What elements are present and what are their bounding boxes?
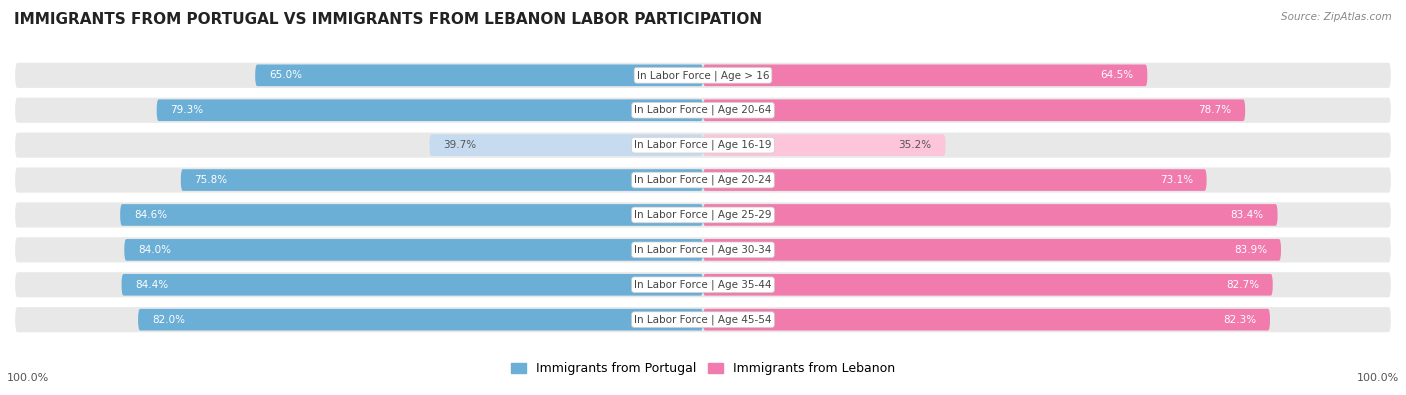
FancyBboxPatch shape [124, 239, 703, 261]
FancyBboxPatch shape [14, 97, 1392, 124]
Text: 83.4%: 83.4% [1230, 210, 1264, 220]
FancyBboxPatch shape [429, 134, 703, 156]
Text: In Labor Force | Age 25-29: In Labor Force | Age 25-29 [634, 210, 772, 220]
Text: In Labor Force | Age 16-19: In Labor Force | Age 16-19 [634, 140, 772, 150]
FancyBboxPatch shape [121, 274, 703, 295]
Text: 65.0%: 65.0% [269, 70, 302, 80]
FancyBboxPatch shape [14, 166, 1392, 194]
FancyBboxPatch shape [120, 204, 703, 226]
Legend: Immigrants from Portugal, Immigrants from Lebanon: Immigrants from Portugal, Immigrants fro… [506, 357, 900, 380]
Text: 84.0%: 84.0% [138, 245, 172, 255]
Text: 39.7%: 39.7% [443, 140, 477, 150]
FancyBboxPatch shape [254, 64, 703, 86]
Text: IMMIGRANTS FROM PORTUGAL VS IMMIGRANTS FROM LEBANON LABOR PARTICIPATION: IMMIGRANTS FROM PORTUGAL VS IMMIGRANTS F… [14, 12, 762, 27]
Text: 82.0%: 82.0% [152, 315, 184, 325]
Text: 84.4%: 84.4% [135, 280, 169, 290]
FancyBboxPatch shape [703, 134, 945, 156]
FancyBboxPatch shape [703, 204, 1278, 226]
Text: 82.7%: 82.7% [1226, 280, 1258, 290]
FancyBboxPatch shape [138, 309, 703, 331]
Text: 100.0%: 100.0% [7, 373, 49, 383]
FancyBboxPatch shape [703, 100, 1246, 121]
FancyBboxPatch shape [703, 64, 1147, 86]
Text: In Labor Force | Age 20-64: In Labor Force | Age 20-64 [634, 105, 772, 115]
FancyBboxPatch shape [14, 201, 1392, 229]
FancyBboxPatch shape [14, 236, 1392, 263]
FancyBboxPatch shape [156, 100, 703, 121]
Text: In Labor Force | Age 45-54: In Labor Force | Age 45-54 [634, 314, 772, 325]
FancyBboxPatch shape [703, 309, 1270, 331]
Text: 83.9%: 83.9% [1234, 245, 1267, 255]
FancyBboxPatch shape [703, 169, 1206, 191]
Text: In Labor Force | Age 35-44: In Labor Force | Age 35-44 [634, 280, 772, 290]
Text: 64.5%: 64.5% [1101, 70, 1133, 80]
Text: 35.2%: 35.2% [898, 140, 932, 150]
Text: 73.1%: 73.1% [1160, 175, 1192, 185]
Text: Source: ZipAtlas.com: Source: ZipAtlas.com [1281, 12, 1392, 22]
Text: In Labor Force | Age 20-24: In Labor Force | Age 20-24 [634, 175, 772, 185]
Text: 79.3%: 79.3% [170, 105, 204, 115]
Text: 84.6%: 84.6% [134, 210, 167, 220]
FancyBboxPatch shape [181, 169, 703, 191]
Text: In Labor Force | Age 30-34: In Labor Force | Age 30-34 [634, 245, 772, 255]
Text: 78.7%: 78.7% [1198, 105, 1232, 115]
FancyBboxPatch shape [703, 239, 1281, 261]
Text: 75.8%: 75.8% [194, 175, 228, 185]
FancyBboxPatch shape [14, 132, 1392, 159]
Text: 100.0%: 100.0% [1357, 373, 1399, 383]
Text: In Labor Force | Age > 16: In Labor Force | Age > 16 [637, 70, 769, 81]
FancyBboxPatch shape [703, 274, 1272, 295]
FancyBboxPatch shape [14, 62, 1392, 89]
Text: 82.3%: 82.3% [1223, 315, 1256, 325]
FancyBboxPatch shape [14, 271, 1392, 298]
FancyBboxPatch shape [14, 306, 1392, 333]
